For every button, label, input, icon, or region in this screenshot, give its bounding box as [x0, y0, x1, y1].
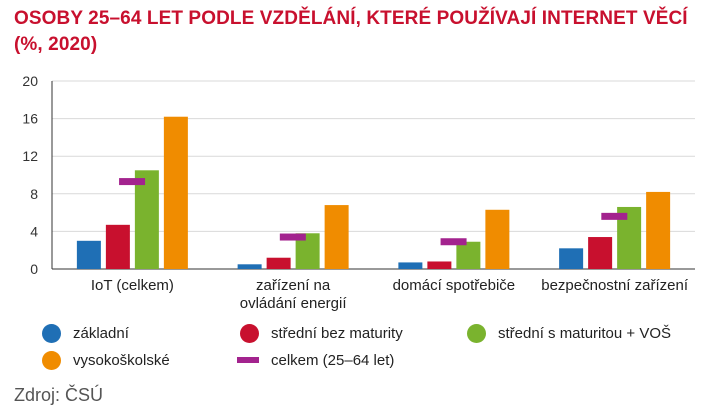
bar-chart: 0 4 8 12 16 20 IoT (celkem) zařízení na ovládání…	[22, 73, 695, 312]
legend-item-vysokoskolske: vysokoškolské	[42, 349, 170, 371]
legend-item-zakladni: základní	[42, 322, 129, 344]
legend-label-celkem: celkem (25–64 let)	[271, 351, 395, 369]
legend-label-stredni-s-maturitou: střední s maturitou + VOŠ	[498, 324, 671, 342]
legend-label-zakladni: základní	[73, 324, 129, 342]
bar-4-3	[485, 209, 510, 269]
total-marker-1	[119, 178, 146, 186]
bar-1-4	[559, 248, 584, 269]
x-category-label: zařízení na ovládání energií	[240, 277, 348, 312]
bar-1-2	[237, 264, 262, 269]
legend-swatch-stredni-bez-maturity	[240, 323, 259, 343]
bar-4-2	[324, 205, 349, 269]
y-tick-label: 12	[22, 148, 38, 164]
x-category-label: IoT (celkem)	[91, 277, 174, 294]
x-category-label-line: ovládání energií	[240, 295, 348, 312]
bar-1-3	[398, 262, 423, 269]
total-marker-3	[440, 238, 467, 246]
legend-swatch-stredni-s-maturitou	[467, 323, 486, 343]
x-category-label: domácí spotřebiče	[393, 277, 516, 294]
chart-title-line-2: (%, 2020)	[14, 34, 98, 55]
y-tick-label: 16	[22, 111, 38, 127]
bar-4-1	[163, 116, 188, 269]
chart-legend: základní střední bez maturity střední s …	[40, 320, 700, 372]
x-category-label-line: domácí spotřebiče	[393, 277, 516, 294]
x-category-label: bezpečnostní zařízení	[541, 277, 689, 294]
legend-swatch-vysokoskolske	[42, 350, 61, 370]
bar-2-3	[427, 261, 452, 269]
source-note: Zdroj: ČSÚ	[14, 385, 104, 405]
legend-label-stredni-bez-maturity: střední bez maturity	[271, 324, 403, 342]
total-marker-2	[279, 233, 306, 241]
bar-3-3	[456, 241, 481, 269]
y-tick-label: 4	[30, 223, 38, 239]
x-category-label-line: IoT (celkem)	[91, 277, 174, 294]
legend-label-vysokoskolske: vysokoškolské	[73, 351, 170, 369]
chart-title-line-1: OSOBY 25–64 LET PODLE VZDĚLÁNÍ, KTERÉ PO…	[14, 8, 688, 29]
legend-item-stredni-s-maturitou: střední s maturitou + VOŠ	[467, 322, 671, 344]
x-category-label-line: bezpečnostní zařízení	[541, 277, 689, 294]
bar-2-4	[588, 237, 613, 269]
bar-3-1	[134, 170, 159, 269]
bar-4-4	[646, 191, 671, 269]
bar-2-1	[105, 224, 130, 269]
x-category-label-line: zařízení na	[256, 277, 331, 294]
chart-title: OSOBY 25–64 LET PODLE VZDĚLÁNÍ, KTERÉ PO…	[14, 6, 694, 58]
total-marker-4	[601, 212, 628, 220]
y-tick-label: 8	[30, 186, 38, 202]
legend-item-celkem: celkem (25–64 let)	[237, 349, 394, 371]
bar-1-1	[76, 240, 101, 269]
legend-item-stredni-bez-maturity: střední bez maturity	[240, 322, 403, 344]
legend-swatch-celkem	[237, 357, 259, 363]
y-tick-label: 0	[30, 261, 38, 277]
bar-2-2	[266, 257, 291, 269]
legend-swatch-zakladni	[42, 323, 61, 343]
y-tick-label: 20	[22, 73, 38, 89]
